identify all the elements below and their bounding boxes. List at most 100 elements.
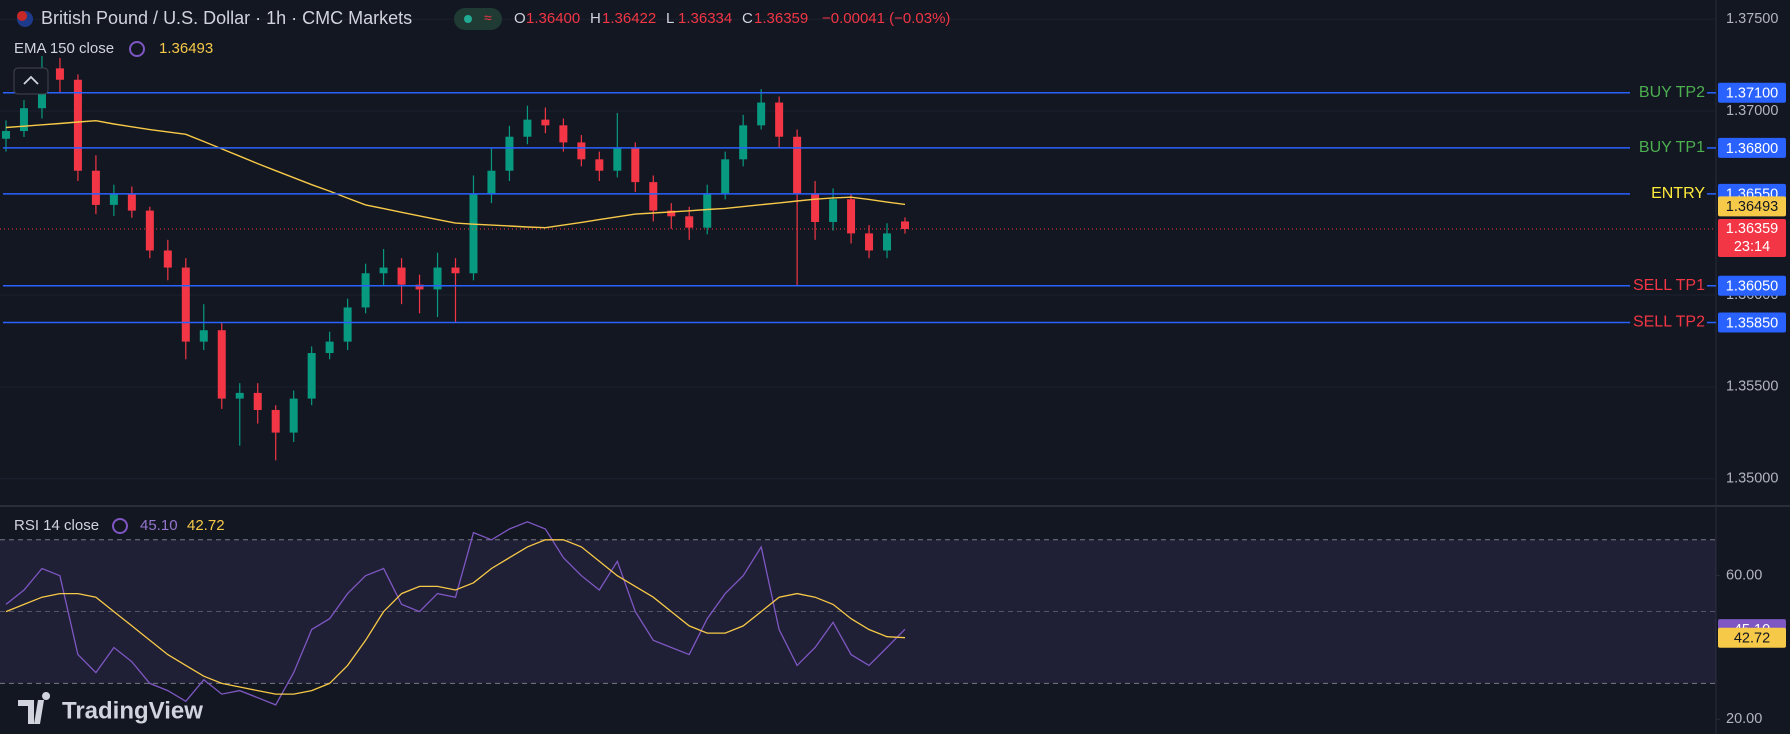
indicator-value: 1.36493 bbox=[159, 40, 213, 57]
indicator-value: 42.72 bbox=[187, 517, 225, 534]
candle-body bbox=[793, 136, 802, 194]
last-price-tag-bg bbox=[1718, 218, 1786, 257]
ema-price-tag-bg bbox=[1718, 196, 1786, 217]
candle-body bbox=[181, 267, 190, 342]
candle-body bbox=[667, 210, 676, 217]
candle-body bbox=[379, 267, 388, 274]
collapse-icon bbox=[23, 75, 39, 85]
candle-body bbox=[883, 233, 892, 251]
candle-body bbox=[685, 216, 694, 228]
rsi-line bbox=[5, 521, 906, 706]
candle-body bbox=[163, 250, 172, 268]
ohlc-key: O bbox=[514, 10, 526, 27]
candle-body bbox=[253, 392, 262, 410]
y-tick-label: 1.35000 bbox=[1726, 471, 1778, 487]
level-price-tag: 1.36050 bbox=[1726, 279, 1778, 295]
rsi-value-tag-bg bbox=[1718, 627, 1786, 648]
brand-logo bbox=[18, 692, 51, 724]
candle-body bbox=[397, 267, 406, 285]
candle-body bbox=[451, 267, 460, 274]
candle-body bbox=[559, 125, 568, 143]
symbol-flag bbox=[17, 11, 27, 21]
overlay: British Pound / U.S. Dollar · 1h · CMC M… bbox=[13, 8, 1786, 724]
level-label: BUY TP1 bbox=[1639, 139, 1705, 156]
candle-body bbox=[19, 108, 28, 132]
market-status[interactable] bbox=[454, 8, 502, 30]
indicator-icon[interactable] bbox=[112, 518, 128, 534]
candle-body bbox=[361, 273, 370, 308]
level-label: SELL TP1 bbox=[1633, 277, 1705, 294]
level-label: BUY TP2 bbox=[1639, 84, 1705, 101]
y-tick-label: 1.35500 bbox=[1726, 379, 1778, 395]
candle-body bbox=[649, 182, 658, 211]
candle-body bbox=[73, 79, 82, 171]
rsi-value-tag: 42.72 bbox=[1734, 631, 1770, 647]
level-price-tag: 1.37100 bbox=[1726, 86, 1778, 102]
candle-body bbox=[721, 159, 730, 194]
symbol-title: British Pound / U.S. Dollar · 1h · CMC M… bbox=[41, 8, 412, 28]
ema-line bbox=[5, 119, 906, 229]
ohlc-value: 1.36400 bbox=[526, 10, 580, 27]
candle-body bbox=[109, 193, 118, 205]
indicator-title: RSI 14 close bbox=[14, 517, 99, 534]
ohlc-key: L bbox=[666, 10, 674, 27]
candle-body bbox=[271, 409, 280, 433]
candle-body bbox=[811, 193, 820, 222]
ohlc-value: 1.36334 bbox=[678, 10, 732, 27]
ohlc-key: C bbox=[742, 10, 753, 27]
candle-body bbox=[289, 398, 298, 433]
candle-body bbox=[541, 119, 550, 126]
candle-body bbox=[775, 102, 784, 137]
candle-body bbox=[901, 221, 909, 229]
candle-body bbox=[91, 170, 100, 205]
ohlc-key: H bbox=[590, 10, 601, 27]
countdown: 23:14 bbox=[1734, 239, 1770, 255]
candle-body bbox=[325, 341, 334, 354]
y-tick-label: 1.37000 bbox=[1726, 103, 1778, 119]
last-price-tag: 1.36359 bbox=[1726, 221, 1778, 237]
candle-body bbox=[2, 131, 10, 139]
level-label: ENTRY bbox=[1651, 185, 1705, 202]
y-tick-label: 1.37500 bbox=[1726, 11, 1778, 27]
indicator-value: 45.10 bbox=[140, 517, 178, 534]
level-price-tag: 1.36800 bbox=[1726, 141, 1778, 157]
candle-body bbox=[55, 68, 64, 80]
candle-body bbox=[217, 330, 226, 399]
level-label: SELL TP2 bbox=[1633, 314, 1705, 331]
candle-body bbox=[469, 193, 478, 274]
candle-body bbox=[595, 159, 604, 171]
candle-body bbox=[631, 148, 640, 183]
candle-body bbox=[415, 284, 424, 290]
change: −0.00041 (−0.03%) bbox=[822, 10, 950, 27]
ohlc-value: 1.36422 bbox=[602, 10, 656, 27]
market-status-icon: ≈ bbox=[484, 10, 492, 26]
candle-body bbox=[145, 210, 154, 251]
candle-body bbox=[487, 170, 496, 194]
candle-body bbox=[577, 142, 586, 160]
candle-body bbox=[703, 193, 712, 228]
level-price-tag-bg bbox=[1718, 275, 1786, 296]
candle-body bbox=[739, 125, 748, 160]
level-price-tag-bg bbox=[1718, 82, 1786, 103]
market-status-dot bbox=[464, 15, 472, 23]
y-tick-label: 60.00 bbox=[1726, 567, 1762, 583]
level-price-tag: 1.35850 bbox=[1726, 315, 1778, 331]
candle-body bbox=[613, 148, 622, 171]
rsi-line bbox=[5, 539, 906, 695]
indicator-icon[interactable] bbox=[129, 41, 145, 57]
ema-price-tag: 1.36493 bbox=[1726, 199, 1778, 215]
candle-body bbox=[523, 119, 532, 137]
candle-body bbox=[505, 136, 514, 171]
candle-body bbox=[127, 193, 136, 211]
candle-body bbox=[757, 102, 766, 126]
candle-body bbox=[235, 392, 244, 399]
candle-body bbox=[433, 267, 442, 290]
candle-body bbox=[343, 307, 352, 342]
y-tick-label: 20.00 bbox=[1726, 711, 1762, 727]
ohlc-value: 1.36359 bbox=[754, 10, 808, 27]
collapse-button[interactable] bbox=[13, 67, 49, 95]
candle-body bbox=[865, 233, 874, 251]
candle-body bbox=[199, 330, 208, 342]
candle-body bbox=[847, 199, 856, 234]
